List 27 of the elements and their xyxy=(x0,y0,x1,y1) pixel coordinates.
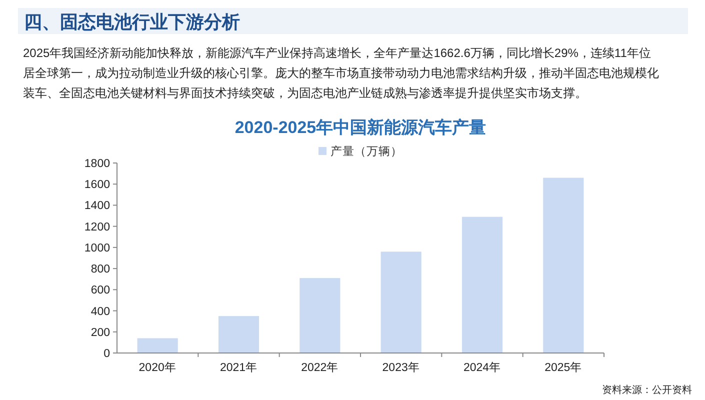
text: 2025年我国经济新动能加快释放，新能源汽车产业保持高速增长，全年产量达1662.6万辆，同比增长29%，连续11年位居全球第一，成为拉动制造业升级的核心引擎。庞大的整车市场直接带动动力电池需求结构升级，推动半固态电池规模化装车、全固态电池关键材料与界面技术持续突破，为固态电池产业链成熟与渗透率提升提供坚实市场支撑。 xyxy=(23,46,659,100)
text: 资料来源：公开资料 xyxy=(602,384,692,396)
text: 四、固态电池行业下游分析 xyxy=(24,12,240,32)
y-tick-label: 1200 xyxy=(84,221,110,234)
y-tick-label: 1600 xyxy=(84,179,110,192)
bar xyxy=(462,216,503,353)
y-tick-label: 1000 xyxy=(84,242,110,254)
chart-title: 2020-2025年中国新能源汽车产量 xyxy=(234,118,486,137)
x-tick-label: 2023年 xyxy=(382,361,420,374)
x-tick-label: 2020年 xyxy=(138,361,176,374)
y-tick-label: 400 xyxy=(90,306,110,318)
x-tick-label: 2022年 xyxy=(301,361,339,374)
x-tick-label: 2025年 xyxy=(544,361,582,374)
x-tick-label: 2021年 xyxy=(220,361,258,374)
bar xyxy=(380,252,422,353)
y-tick-label: 1800 xyxy=(84,158,110,170)
bar xyxy=(543,178,584,353)
bar xyxy=(137,338,178,353)
y-tick-label: 600 xyxy=(90,284,110,297)
y-tick-label: 800 xyxy=(90,264,110,276)
x-tick-label: 2024年 xyxy=(463,361,502,374)
bar xyxy=(300,278,340,353)
y-tick-label: 0 xyxy=(104,348,110,360)
legend-label: 产量（万辆） xyxy=(330,144,402,158)
y-tick-label: 1400 xyxy=(84,200,110,212)
y-tick-label: 200 xyxy=(90,326,110,339)
bar xyxy=(218,316,260,353)
